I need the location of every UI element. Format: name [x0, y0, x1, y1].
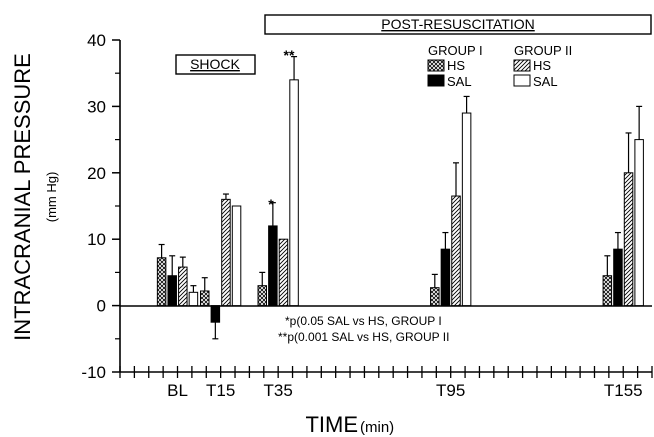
legend-group2-title: GROUP II	[514, 43, 572, 58]
shock-label: SHOCK	[190, 56, 240, 72]
y-tick-label: 20	[87, 164, 106, 183]
legend-label-group2-hs: HS	[533, 58, 551, 73]
y-axis-unit: (mm Hg)	[44, 172, 59, 223]
legend-label-group1-hs: HS	[447, 58, 465, 73]
bar-group-ii-sal-t35	[289, 79, 299, 307]
legend: GROUP I GROUP II HS SAL HS SAL	[427, 43, 572, 89]
significance-marker-single: *	[268, 196, 274, 212]
bar-group-i-sal-t15	[210, 305, 221, 323]
legend-group1-title: GROUP I	[428, 43, 483, 58]
x-axis-label: TIME	[305, 412, 358, 437]
legend-swatch-group1-sal	[427, 74, 445, 87]
x-axis-unit: (min)	[360, 419, 394, 436]
y-tick-label: 30	[87, 97, 106, 116]
bar-group-i-sal-t155	[613, 248, 623, 307]
legend-label-group2-sal: SAL	[533, 74, 558, 89]
legend-swatch-group1-hs	[427, 59, 445, 72]
shock-box	[175, 54, 256, 75]
bar-group-ii-sal-t95	[461, 112, 472, 307]
bar-group-ii-sal-bl	[188, 291, 199, 307]
x-category-label: BL	[167, 381, 188, 400]
x-category-label: T155	[604, 381, 643, 400]
post-resuscitation-box	[264, 14, 652, 35]
significance-marker-double: **	[284, 47, 295, 63]
bar-group-i-hs-t95	[430, 287, 440, 307]
bar-group-i-hs-t35	[257, 285, 268, 307]
bar-group-ii-sal-t15	[231, 205, 242, 307]
legend-swatch-group2-hs	[513, 59, 531, 72]
y-tick-label: 0	[97, 297, 106, 316]
x-category-label: T35	[264, 381, 293, 400]
post-resuscitation-label: POST-RESUSCITATION	[381, 16, 535, 32]
y-axis-label: INTRACRANIAL PRESSURE	[10, 53, 35, 341]
y-tick-label: -10	[81, 363, 106, 382]
footnote-2: **p(0.001 SAL vs HS, GROUP II	[278, 330, 449, 344]
y-tick-label: 10	[87, 230, 106, 249]
legend-label-group1-sal: SAL	[447, 74, 472, 89]
bars	[156, 55, 644, 340]
bar-group-i-sal-bl	[167, 275, 177, 307]
bar-group-ii-hs-t15	[221, 198, 231, 307]
bar-group-ii-hs-t95	[451, 195, 461, 307]
x-ticks: BL T15 T35 T95 T155	[119, 366, 653, 400]
bar-group-ii-hs-t155	[623, 172, 634, 307]
bar-group-i-sal-t95	[440, 248, 451, 307]
bar-group-i-hs-t15	[199, 290, 210, 307]
x-category-label: T95	[436, 381, 465, 400]
bar-group-ii-hs-t35	[278, 238, 289, 307]
bar-group-ii-hs-bl	[178, 266, 188, 307]
x-category-label: T15	[206, 381, 235, 400]
footnote-1: *p(0.05 SAL vs HS, GROUP I	[285, 314, 442, 328]
y-tick-label: 40	[87, 31, 106, 50]
bar-group-ii-sal-t155	[634, 139, 644, 307]
bar-group-i-hs-bl	[156, 257, 167, 307]
bar-group-i-hs-t155	[602, 275, 613, 307]
bar-group-i-sal-t35	[268, 225, 278, 307]
y-ticks: -10 0 10 20 30 40	[81, 31, 120, 382]
legend-swatch-group2-sal	[513, 74, 531, 87]
